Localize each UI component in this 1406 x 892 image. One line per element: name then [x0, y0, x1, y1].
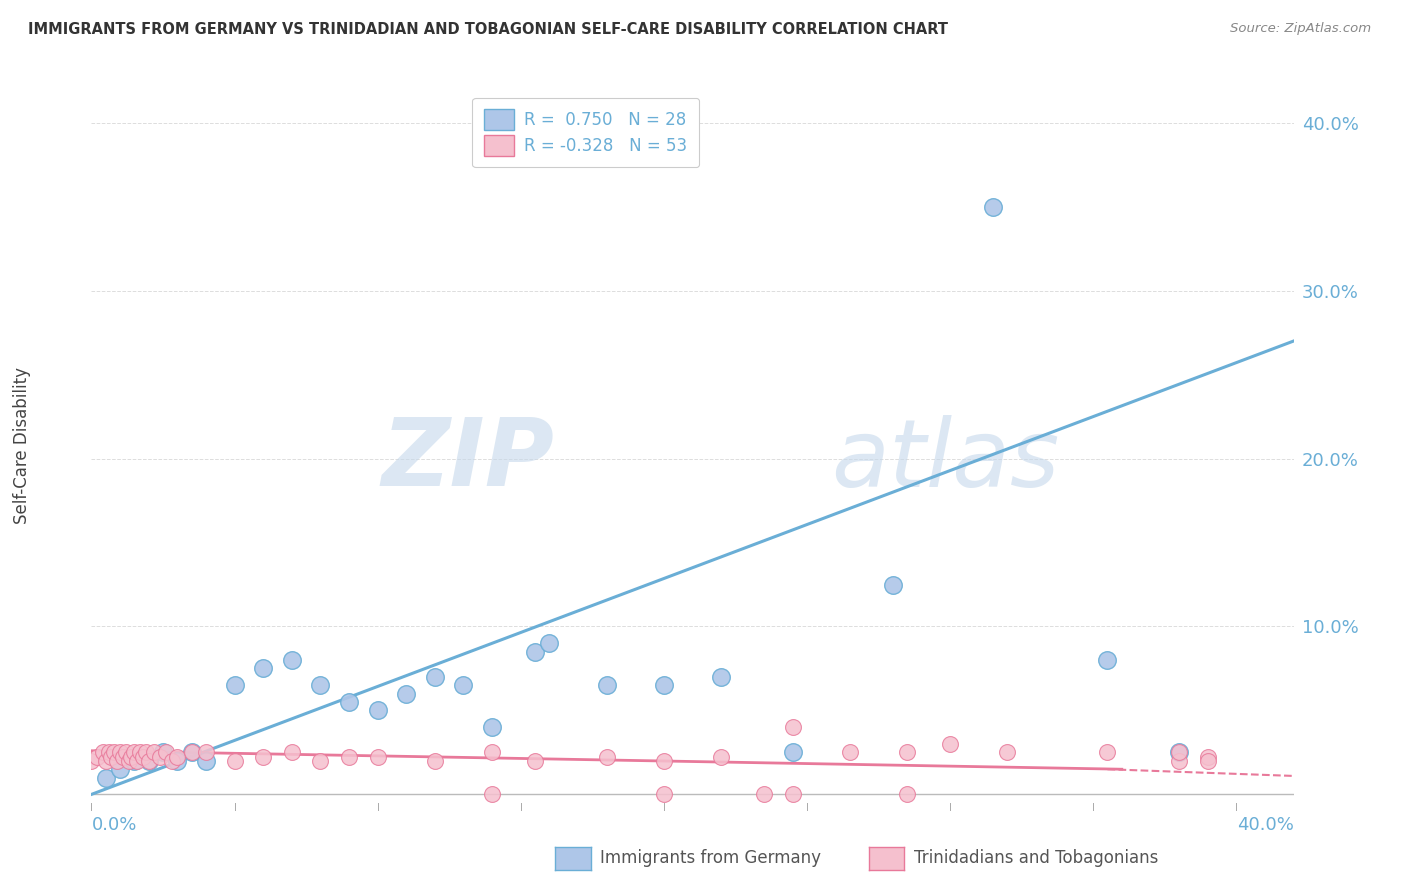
Text: IMMIGRANTS FROM GERMANY VS TRINIDADIAN AND TOBAGONIAN SELF-CARE DISABILITY CORRE: IMMIGRANTS FROM GERMANY VS TRINIDADIAN A…	[28, 22, 948, 37]
Point	[423, 754, 446, 768]
Legend: R =  0.750   N = 28, R = -0.328   N = 53: R = 0.750 N = 28, R = -0.328 N = 53	[472, 97, 699, 168]
Point	[80, 754, 103, 768]
Point	[882, 577, 904, 591]
Point	[1097, 746, 1119, 760]
Point	[752, 788, 775, 802]
Point	[281, 746, 304, 760]
Point	[155, 746, 177, 760]
Point	[105, 754, 128, 768]
Point	[838, 746, 860, 760]
Point	[138, 754, 160, 768]
Point	[939, 737, 962, 751]
Point	[180, 746, 202, 760]
Point	[1197, 754, 1219, 768]
Point	[149, 750, 172, 764]
Text: atlas: atlas	[831, 415, 1059, 506]
Point	[652, 678, 675, 692]
Point	[538, 636, 561, 650]
Point	[111, 750, 134, 764]
Text: 0.0%: 0.0%	[91, 815, 136, 834]
Point	[309, 754, 332, 768]
Point	[121, 750, 143, 764]
Point	[309, 678, 332, 692]
Point	[224, 754, 246, 768]
Point	[481, 746, 503, 760]
Point	[108, 746, 131, 760]
Point	[395, 687, 418, 701]
Point	[782, 720, 804, 734]
Point	[103, 746, 125, 760]
Point	[166, 750, 188, 764]
Point	[138, 754, 160, 768]
Point	[281, 653, 304, 667]
Point	[782, 788, 804, 802]
Point	[1168, 754, 1191, 768]
Point	[1168, 746, 1191, 760]
Text: Self-Care Disability: Self-Care Disability	[13, 368, 31, 524]
Point	[337, 695, 360, 709]
Point	[652, 788, 675, 802]
Point	[896, 746, 918, 760]
Point	[91, 746, 114, 760]
Text: Trinidadians and Tobagonians: Trinidadians and Tobagonians	[914, 849, 1159, 867]
Point	[524, 645, 547, 659]
Point	[1168, 746, 1191, 760]
Point	[86, 750, 108, 764]
Point	[194, 746, 217, 760]
Point	[481, 720, 503, 734]
Point	[1097, 653, 1119, 667]
Point	[595, 678, 617, 692]
Point	[595, 750, 617, 764]
Point	[367, 750, 389, 764]
Point	[981, 200, 1004, 214]
Point	[224, 678, 246, 692]
Text: Source: ZipAtlas.com: Source: ZipAtlas.com	[1230, 22, 1371, 36]
Point	[652, 754, 675, 768]
Point	[160, 754, 183, 768]
Point	[124, 746, 146, 760]
Point	[423, 670, 446, 684]
Text: 40.0%: 40.0%	[1237, 815, 1294, 834]
Point	[132, 750, 155, 764]
Point	[782, 746, 804, 760]
Point	[127, 754, 149, 768]
Point	[194, 754, 217, 768]
Point	[135, 746, 157, 760]
Point	[710, 750, 733, 764]
Point	[481, 788, 503, 802]
Point	[108, 762, 131, 776]
Point	[143, 746, 166, 760]
Point	[94, 754, 117, 768]
Point	[124, 754, 146, 768]
Point	[152, 746, 174, 760]
Point	[524, 754, 547, 768]
Point	[114, 746, 136, 760]
Point	[367, 703, 389, 717]
Text: Immigrants from Germany: Immigrants from Germany	[600, 849, 821, 867]
Point	[117, 754, 139, 768]
Point	[97, 746, 120, 760]
Point	[995, 746, 1018, 760]
Point	[180, 746, 202, 760]
Point	[129, 746, 152, 760]
Point	[896, 788, 918, 802]
Point	[710, 670, 733, 684]
Point	[166, 754, 188, 768]
Point	[100, 750, 122, 764]
Point	[453, 678, 475, 692]
Point	[94, 771, 117, 785]
Point	[337, 750, 360, 764]
Point	[1197, 750, 1219, 764]
Point	[252, 750, 274, 764]
Text: ZIP: ZIP	[381, 414, 554, 507]
Point	[252, 661, 274, 675]
